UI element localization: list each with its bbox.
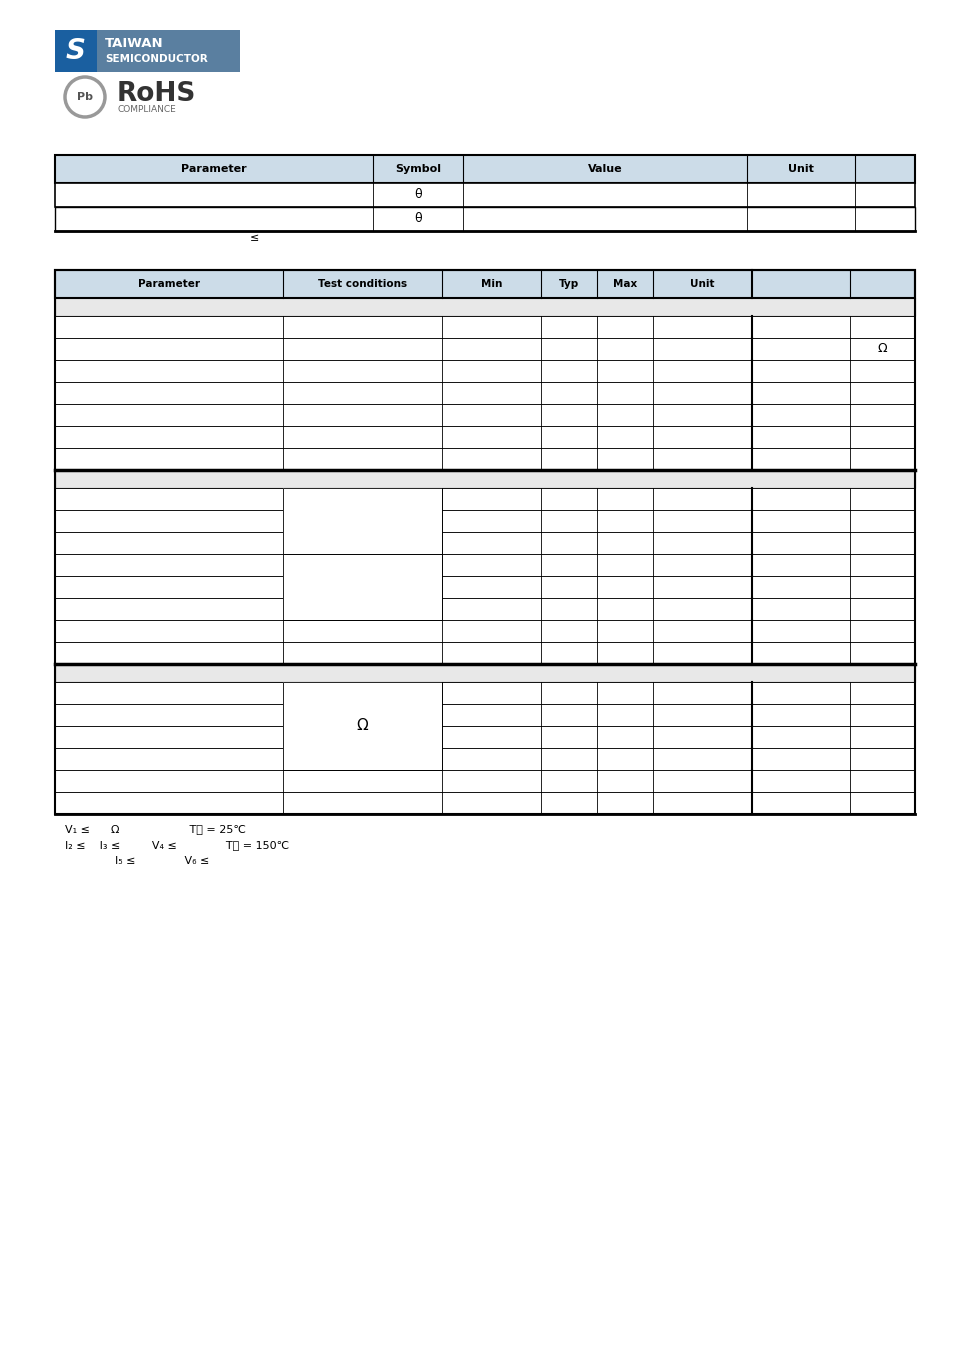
Text: Min: Min — [480, 280, 501, 289]
Bar — [55, 338, 914, 359]
Bar — [55, 426, 914, 449]
Bar — [55, 642, 914, 663]
Bar — [55, 270, 914, 815]
Text: TAIWAN: TAIWAN — [105, 36, 164, 50]
Bar — [55, 598, 914, 620]
Bar — [55, 30, 97, 72]
Text: S: S — [66, 36, 86, 65]
Bar — [283, 554, 441, 620]
Bar — [55, 316, 914, 338]
Bar — [55, 792, 914, 815]
Bar — [55, 554, 914, 576]
Text: SEMICONDUCTOR: SEMICONDUCTOR — [105, 54, 208, 63]
Text: RoHS: RoHS — [117, 81, 196, 107]
Bar — [283, 488, 441, 554]
Bar — [55, 270, 914, 299]
Bar — [55, 449, 914, 470]
Bar — [55, 576, 914, 598]
Text: Unit: Unit — [787, 163, 813, 174]
Text: Typ: Typ — [558, 280, 578, 289]
Bar — [55, 155, 914, 182]
Bar — [55, 30, 240, 72]
Text: Pb: Pb — [77, 92, 92, 101]
Text: Parameter: Parameter — [138, 280, 200, 289]
Bar — [55, 663, 914, 682]
Text: ≤: ≤ — [250, 232, 259, 243]
Bar — [55, 359, 914, 382]
Bar — [283, 682, 441, 770]
Bar — [55, 182, 914, 207]
Bar — [283, 554, 441, 620]
Bar — [55, 382, 914, 404]
Text: θ: θ — [415, 189, 422, 201]
Bar — [55, 725, 914, 748]
Bar — [55, 620, 914, 642]
Text: I₅ ≤              V₆ ≤: I₅ ≤ V₆ ≤ — [115, 857, 209, 866]
Bar — [55, 470, 914, 488]
Bar — [283, 682, 441, 770]
Bar — [55, 748, 914, 770]
Bar — [55, 404, 914, 426]
Bar — [55, 770, 914, 792]
Text: Unit: Unit — [689, 280, 714, 289]
Text: COMPLIANCE: COMPLIANCE — [117, 105, 175, 115]
Bar — [55, 509, 914, 532]
Bar — [55, 207, 914, 231]
Bar — [55, 299, 914, 316]
Text: Max: Max — [612, 280, 637, 289]
Text: Test conditions: Test conditions — [317, 280, 407, 289]
Bar — [55, 704, 914, 725]
Text: Ω: Ω — [356, 719, 368, 734]
Text: Ω: Ω — [877, 343, 886, 355]
Bar — [283, 488, 441, 554]
Bar — [55, 488, 914, 509]
Text: Parameter: Parameter — [181, 163, 247, 174]
Text: θ: θ — [415, 212, 422, 226]
Text: Symbol: Symbol — [395, 163, 441, 174]
Text: I₂ ≤    I₃ ≤         V₄ ≤              Tⰼ = 150℃: I₂ ≤ I₃ ≤ V₄ ≤ Tⰼ = 150℃ — [65, 840, 289, 850]
Bar — [55, 532, 914, 554]
Bar — [55, 682, 914, 704]
Text: Value: Value — [587, 163, 622, 174]
Text: V₁ ≤      Ω                    Tⰼ = 25℃: V₁ ≤ Ω Tⰼ = 25℃ — [65, 824, 246, 834]
